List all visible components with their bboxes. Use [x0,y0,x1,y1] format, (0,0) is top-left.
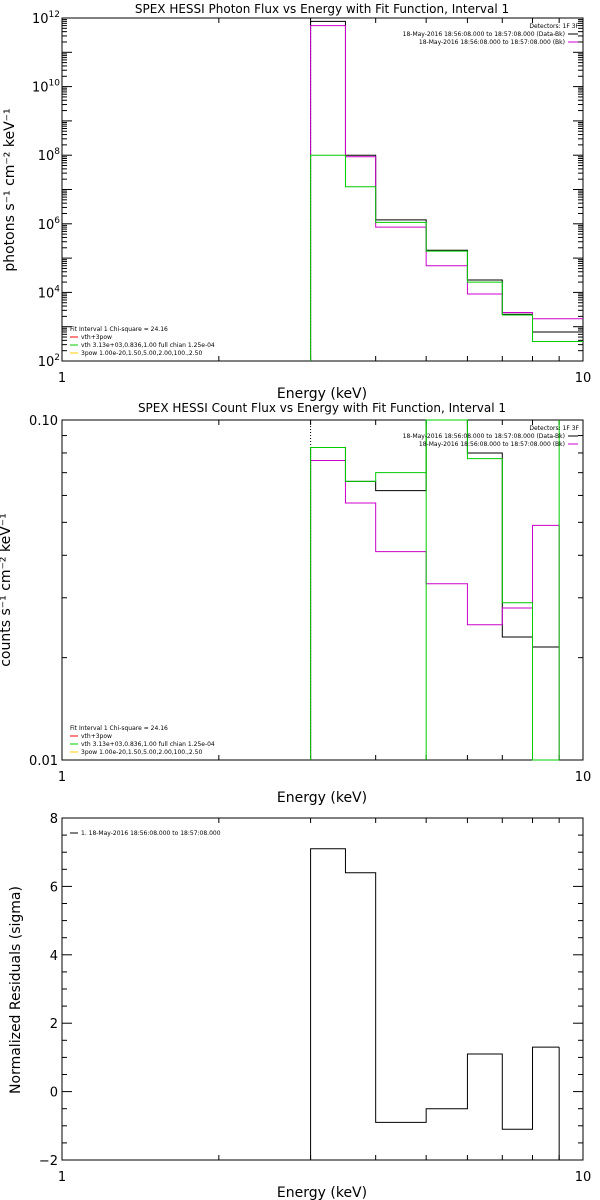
legend-text: vth 3.13e+03,0.836,1.00 full chian 1.25e… [81,342,215,349]
legend-text: 18-May-2016 18:56:08.000 to 18:57:08.000… [403,31,565,38]
photon-flux-panel: SPEX HESSI Photon Flux vs Energy with Fi… [2,2,591,402]
y-axis-label: photons s⁻¹ cm⁻² keV⁻¹ [2,108,18,271]
x-axis-label: Energy (keV) [277,790,367,806]
y-tick-label: 106 [38,216,61,233]
y-axis-label: Normalized Residuals (sigma) [8,886,24,1094]
legend-text: vth+3pow [81,733,112,740]
legend-text: 1. 18-May-2016 18:56:08.000 to 18:57:08.… [81,830,221,837]
legend-text: vth 3.13e+03,0.836,1.00 full chian 1.25e… [81,741,215,748]
x-tick-label: 10 [575,770,592,785]
x-tick-label: 10 [575,371,592,386]
series-line [310,154,583,361]
y-tick-label: 1010 [32,79,60,96]
y-tick-label: 1012 [32,10,60,27]
legend-text: 18-May-2016 18:56:08.000 to 18:57:08.000… [419,39,565,46]
series-line [310,419,560,760]
legend-text: 3pow 1.00e-20,1.50,5.00,2.00,100.,2.50 [81,350,202,357]
x-axis-label: Energy (keV) [277,386,367,402]
y-tick-label: 104 [38,284,61,301]
legend-text: 18-May-2016 18:56:08.000 to 18:57:08.000… [403,433,565,440]
legend-text: 18-May-2016 18:56:08.000 to 18:57:08.000… [419,441,565,448]
legend-text: Detectors: 1F 3F [529,425,579,432]
y-axis-label: counts s⁻¹ cm⁻² keV⁻¹ [0,513,14,667]
y-tick-label: 0.01 [29,754,58,769]
legend-text: Fit Interval 1 Chi-square = 24.16 [70,326,168,333]
y-tick-label: 4 [50,949,58,964]
x-tick-label: 1 [58,371,66,386]
x-axis-label: Energy (keV) [277,1185,367,1200]
series-line [310,848,560,1160]
panel-title: SPEX HESSI Count Flux vs Energy with Fit… [138,401,506,415]
series-line [310,25,583,361]
legend-text: Detectors: 1F 3F [529,23,579,30]
count-flux-panel: SPEX HESSI Count Flux vs Energy with Fit… [0,401,591,806]
y-tick-label: 108 [38,147,61,164]
y-tick-label: 8 [50,812,58,827]
x-tick-label: 10 [575,1170,592,1185]
x-tick-label: 1 [58,770,66,785]
x-tick-label: 1 [58,1170,66,1185]
plot-frame [61,419,584,761]
residuals-panel: Energy (keV) Normalized Residuals (sigma… [8,812,591,1200]
series-line [310,460,560,760]
series-line [310,419,560,761]
panel-title: SPEX HESSI Photon Flux vs Energy with Fi… [135,2,509,16]
y-tick-label: 6 [50,880,58,895]
y-tick-label: −2 [39,1154,58,1169]
legend-text: Fit Interval 1 Chi-square = 24.16 [70,725,168,732]
y-tick-label: 0.10 [29,414,58,429]
plot-frame [61,17,584,362]
y-tick-label: 0 [50,1086,58,1101]
y-tick-label: 102 [38,353,60,370]
series-line [310,20,583,361]
plot-frame [61,817,584,1161]
legend-text: 3pow 1.00e-20,1.50,5.00,2.00,100.,2.50 [81,749,202,756]
y-tick-label: 2 [50,1017,58,1032]
legend-text: vth+3pow [81,334,112,341]
